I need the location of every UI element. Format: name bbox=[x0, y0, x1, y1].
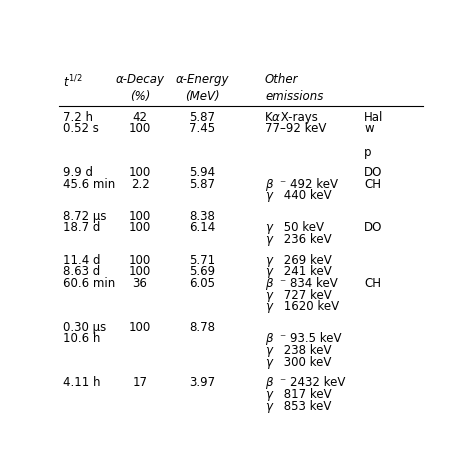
Text: α-Decay
(%): α-Decay (%) bbox=[116, 73, 164, 103]
Text: 817 keV: 817 keV bbox=[281, 388, 332, 401]
Text: 45.6 min: 45.6 min bbox=[63, 178, 115, 191]
Text: ⁻ 492 keV: ⁻ 492 keV bbox=[281, 178, 338, 191]
Text: 100: 100 bbox=[129, 321, 151, 334]
Text: $t^{1/2}$: $t^{1/2}$ bbox=[63, 73, 82, 90]
Text: 0.30 μs: 0.30 μs bbox=[63, 321, 106, 334]
Text: 0.52 s: 0.52 s bbox=[63, 122, 99, 135]
Text: γ: γ bbox=[265, 301, 272, 313]
Text: γ: γ bbox=[265, 289, 272, 301]
Text: 269 keV: 269 keV bbox=[281, 254, 332, 266]
Text: α-Energy
(MeV): α-Energy (MeV) bbox=[176, 73, 229, 103]
Text: w: w bbox=[364, 122, 374, 135]
Text: γ: γ bbox=[265, 190, 272, 202]
Text: 241 keV: 241 keV bbox=[281, 265, 332, 278]
Text: α: α bbox=[272, 110, 279, 124]
Text: K: K bbox=[265, 110, 273, 124]
Text: ⁻ 2432 keV: ⁻ 2432 keV bbox=[281, 376, 346, 389]
Text: β: β bbox=[265, 332, 273, 346]
Text: 6.05: 6.05 bbox=[190, 277, 216, 290]
Text: 2.2: 2.2 bbox=[131, 178, 149, 191]
Text: 1620 keV: 1620 keV bbox=[281, 301, 339, 313]
Text: p: p bbox=[364, 146, 372, 159]
Text: 7.45: 7.45 bbox=[190, 122, 216, 135]
Text: 18.7 d: 18.7 d bbox=[63, 221, 100, 235]
Text: 10.6 h: 10.6 h bbox=[63, 332, 100, 346]
Text: 300 keV: 300 keV bbox=[281, 356, 332, 369]
Text: DO: DO bbox=[364, 221, 383, 235]
Text: γ: γ bbox=[265, 356, 272, 369]
Text: ⁻ 834 keV: ⁻ 834 keV bbox=[281, 277, 338, 290]
Text: 36: 36 bbox=[133, 277, 147, 290]
Text: 100: 100 bbox=[129, 254, 151, 266]
Text: 4.11 h: 4.11 h bbox=[63, 376, 100, 389]
Text: 100: 100 bbox=[129, 221, 151, 235]
Text: 9.9 d: 9.9 d bbox=[63, 166, 93, 179]
Text: 5.69: 5.69 bbox=[190, 265, 216, 278]
Text: 8.72 μs: 8.72 μs bbox=[63, 210, 107, 223]
Text: 5.87: 5.87 bbox=[190, 110, 216, 124]
Text: 42: 42 bbox=[133, 110, 147, 124]
Text: 100: 100 bbox=[129, 166, 151, 179]
Text: 8.63 d: 8.63 d bbox=[63, 265, 100, 278]
Text: 5.71: 5.71 bbox=[190, 254, 216, 266]
Text: γ: γ bbox=[265, 233, 272, 246]
Text: 17: 17 bbox=[133, 376, 147, 389]
Text: 440 keV: 440 keV bbox=[281, 190, 332, 202]
Text: 8.38: 8.38 bbox=[190, 210, 216, 223]
Text: 50 keV: 50 keV bbox=[281, 221, 324, 235]
Text: 6.14: 6.14 bbox=[190, 221, 216, 235]
Text: 11.4 d: 11.4 d bbox=[63, 254, 100, 266]
Text: 727 keV: 727 keV bbox=[281, 289, 332, 301]
Text: γ: γ bbox=[265, 254, 272, 266]
Text: β: β bbox=[265, 178, 273, 191]
Text: γ: γ bbox=[265, 344, 272, 357]
Text: CH: CH bbox=[364, 178, 381, 191]
Text: 5.94: 5.94 bbox=[190, 166, 216, 179]
Text: γ: γ bbox=[265, 221, 272, 235]
Text: 236 keV: 236 keV bbox=[281, 233, 332, 246]
Text: 60.6 min: 60.6 min bbox=[63, 277, 115, 290]
Text: γ: γ bbox=[265, 400, 272, 412]
Text: 100: 100 bbox=[129, 210, 151, 223]
Text: 8.78: 8.78 bbox=[190, 321, 216, 334]
Text: 3.97: 3.97 bbox=[190, 376, 216, 389]
Text: β: β bbox=[265, 277, 273, 290]
Text: ⁻ 93.5 keV: ⁻ 93.5 keV bbox=[281, 332, 342, 346]
Text: 100: 100 bbox=[129, 122, 151, 135]
Text: X-rays: X-rays bbox=[277, 110, 318, 124]
Text: 5.87: 5.87 bbox=[190, 178, 216, 191]
Text: 100: 100 bbox=[129, 265, 151, 278]
Text: γ: γ bbox=[265, 265, 272, 278]
Text: DO: DO bbox=[364, 166, 383, 179]
Text: Hal: Hal bbox=[364, 110, 383, 124]
Text: 7.2 h: 7.2 h bbox=[63, 110, 93, 124]
Text: γ: γ bbox=[265, 388, 272, 401]
Text: 238 keV: 238 keV bbox=[281, 344, 332, 357]
Text: 853 keV: 853 keV bbox=[281, 400, 332, 412]
Text: 77–92 keV: 77–92 keV bbox=[265, 122, 326, 135]
Text: Other
emissions: Other emissions bbox=[265, 73, 323, 103]
Text: CH: CH bbox=[364, 277, 381, 290]
Text: β: β bbox=[265, 376, 273, 389]
